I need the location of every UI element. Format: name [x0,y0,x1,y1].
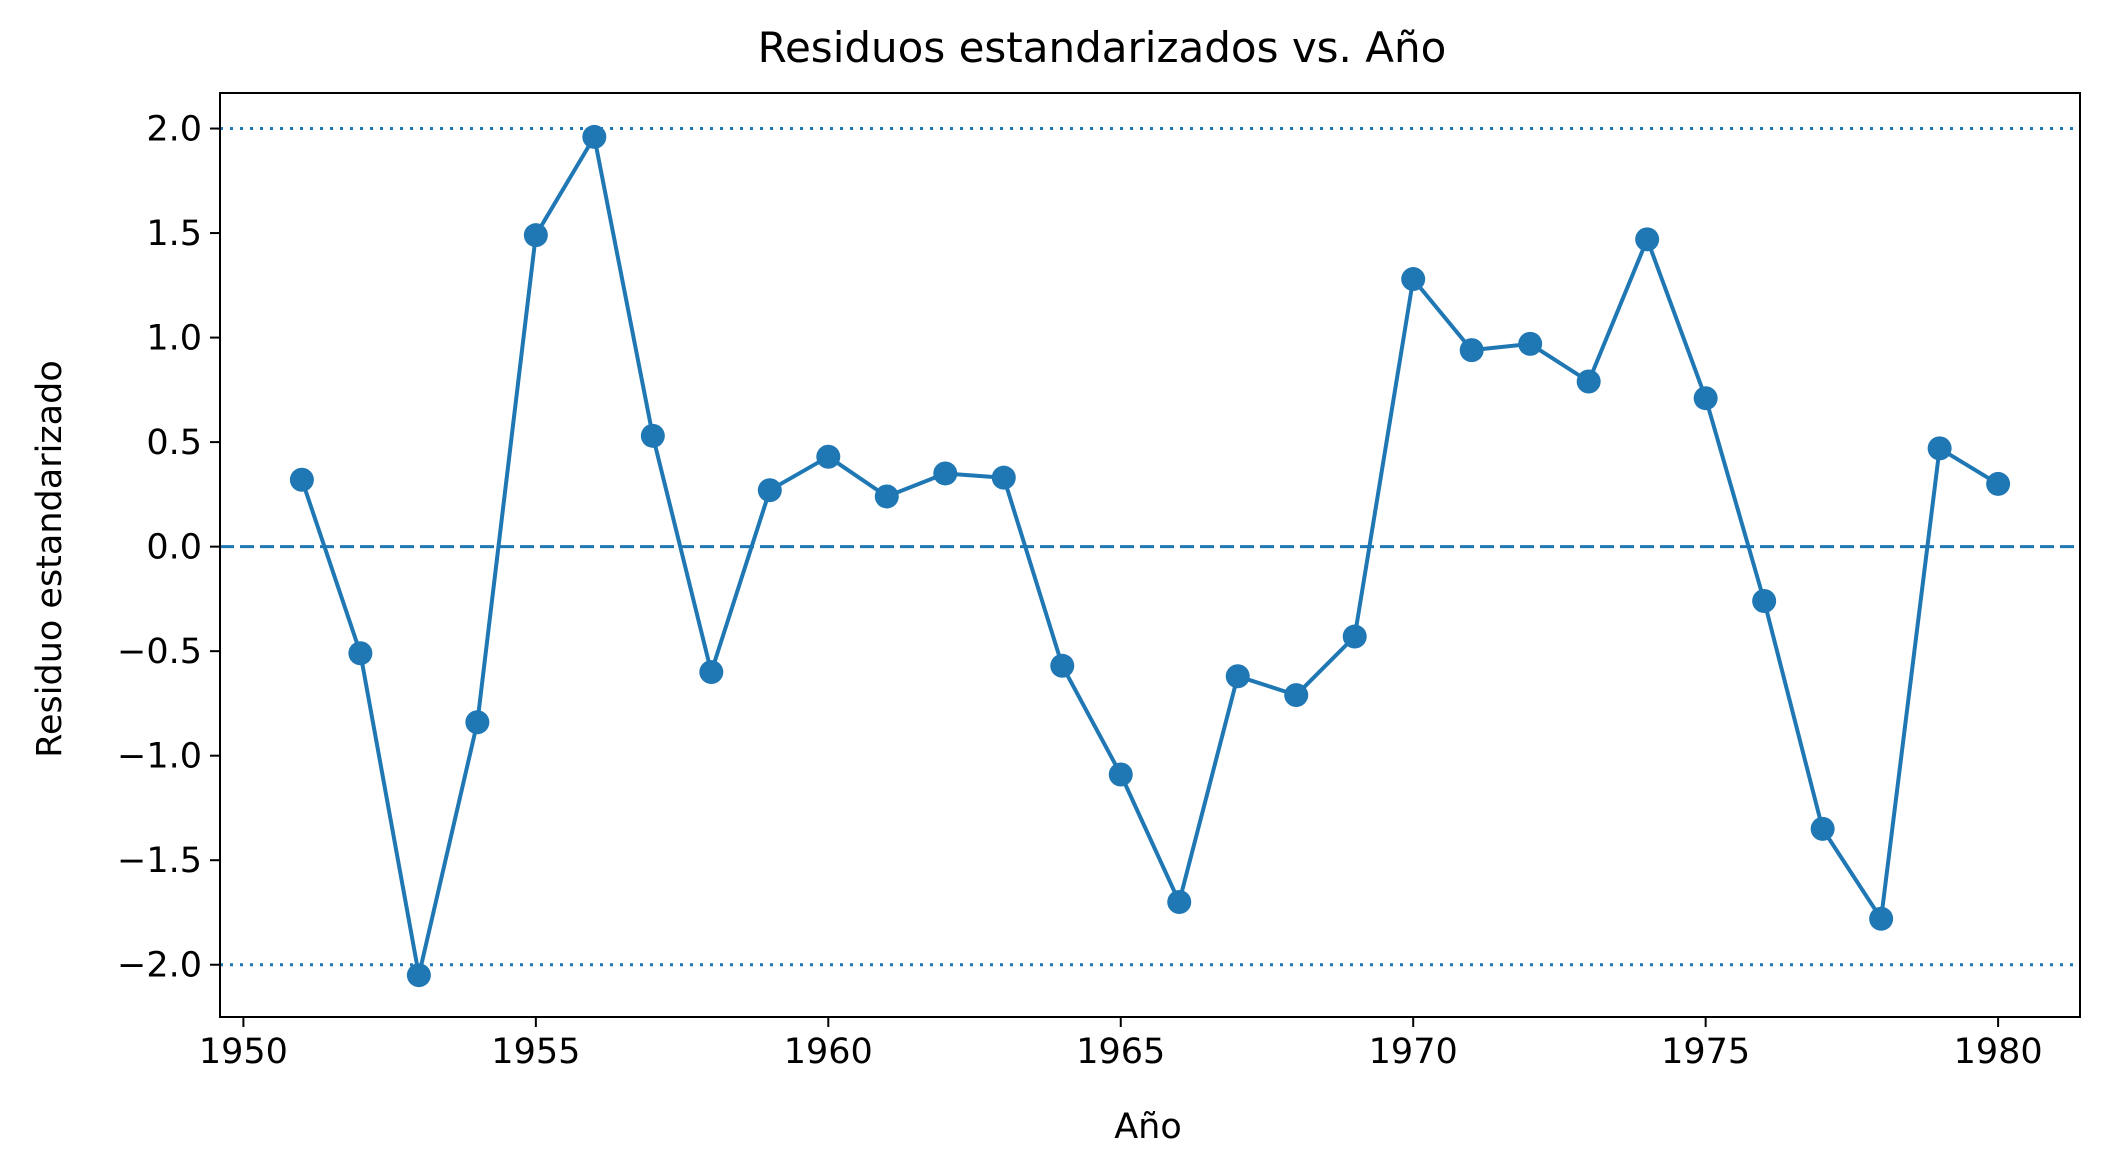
chart-title: Residuos estandarizados vs. Año [758,23,1447,72]
y-tick-label: 1.0 [146,319,202,359]
data-point [523,223,548,248]
reference-lines [220,127,2080,967]
data-point [816,444,841,469]
data-point [582,124,607,149]
data-point [933,461,958,486]
data-point [1986,471,2011,496]
data-point [1869,906,1894,931]
x-tick-label: 1960 [784,1032,873,1072]
data-point [1225,664,1250,689]
x-tick-label: 1950 [199,1032,288,1072]
y-tick-label: 1.5 [146,214,202,254]
series-line [300,134,2000,978]
data-point [874,484,899,509]
data-point [1167,890,1192,915]
x-tick-label: 1975 [1661,1032,1750,1072]
x-tick-label: 1970 [1369,1032,1458,1072]
data-point [1284,683,1309,708]
x-axis-ticks: 1950 1955 1960 1965 1970 1975 1980 [199,1017,2043,1072]
y-tick-label: −1.5 [117,841,202,881]
data-point [1108,762,1133,787]
data-point [1401,267,1426,292]
data-points [289,124,2011,988]
data-point [406,963,431,988]
data-point [699,660,724,685]
y-tick-label: −0.5 [117,632,202,672]
x-tick-label: 1955 [491,1032,580,1072]
data-point [757,478,782,503]
y-tick-label: 0.5 [146,423,202,463]
data-point [1050,653,1075,678]
plot-frame [219,92,2081,1018]
x-tick-label: 1965 [1076,1032,1165,1072]
data-point [1927,436,1952,461]
data-point [1576,369,1601,394]
data-point [991,465,1016,490]
data-point [348,641,373,666]
data-point [1810,816,1835,841]
y-axis-ticks: 2.0 1.5 1.0 0.5 0.0 −0.5 −1.0 −1.5 −2.0 [117,110,220,986]
data-point [465,710,490,735]
y-tick-label: 2.0 [146,110,202,150]
x-tick-label: 1980 [1954,1032,2043,1072]
data-point [640,423,665,448]
x-axis-label: Año [1114,1107,1182,1147]
y-tick-label: −2.0 [117,946,202,986]
y-tick-label: 0.0 [146,528,202,568]
data-point [1635,227,1660,252]
plot-area [219,92,2081,1018]
series-line-group [300,134,2000,978]
data-point [1752,588,1777,613]
data-point [1518,331,1543,356]
y-tick-label: −1.0 [117,737,202,777]
data-point [289,467,314,492]
data-point [1459,338,1484,363]
y-axis-label: Residuo estandarizado [30,360,70,758]
data-point [1693,386,1718,411]
data-point [1342,624,1367,649]
